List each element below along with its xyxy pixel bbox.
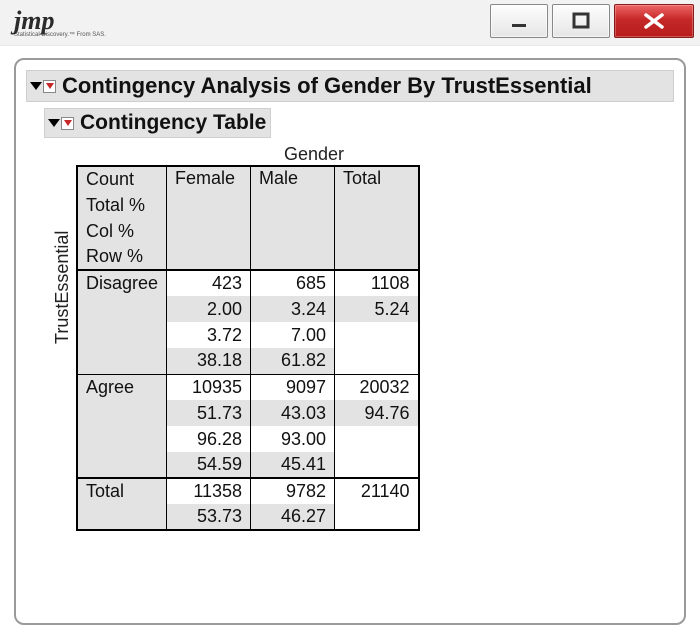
close-button[interactable]: [614, 4, 694, 38]
logo-text: jmp: [14, 6, 54, 35]
cell: 53.73: [167, 504, 251, 530]
table-row: Agree 10935 9097 20032: [77, 374, 419, 400]
table-row: 2.00 3.24 5.24: [77, 296, 419, 322]
cell: 9782: [251, 478, 335, 504]
cell: 45.41: [251, 452, 335, 478]
cell: 685: [251, 270, 335, 296]
cell: 3.72: [167, 322, 251, 348]
minimize-button[interactable]: [490, 4, 548, 38]
subsection-title: Contingency Table: [80, 111, 266, 135]
row-label: Agree: [77, 374, 167, 400]
row-label: Total: [77, 478, 167, 504]
stat-label: Row %: [77, 244, 167, 270]
cell: [335, 322, 419, 348]
app-window: jmp Statistical Discovery.™ From SAS. Co…: [0, 0, 700, 639]
table-row: 3.72 7.00: [77, 322, 419, 348]
col-header: Female: [167, 166, 251, 270]
cell: 20032: [335, 374, 419, 400]
cell: [335, 452, 419, 478]
row-label: Disagree: [77, 270, 167, 296]
client-area: Contingency Analysis of Gender By TrustE…: [14, 58, 686, 625]
close-icon: [641, 12, 667, 30]
row-variable-label: TrustEssential: [52, 231, 73, 344]
cell: 46.27: [251, 504, 335, 530]
hotspot-icon[interactable]: [43, 80, 56, 93]
stat-label: Col %: [77, 218, 167, 244]
table-row: 53.73 46.27: [77, 504, 419, 530]
cell: 94.76: [335, 400, 419, 426]
table-row: Disagree 423 685 1108: [77, 270, 419, 296]
minimize-icon: [510, 12, 528, 30]
cell: [335, 426, 419, 452]
table-row: Total 11358 9782 21140: [77, 478, 419, 504]
section-header[interactable]: Contingency Analysis of Gender By TrustE…: [26, 70, 674, 102]
cell: 11358: [167, 478, 251, 504]
contingency-table: Count Female Male Total Total % Col % Ro…: [76, 165, 420, 531]
cell: [335, 504, 419, 530]
cell: 93.00: [251, 426, 335, 452]
cell: [335, 348, 419, 374]
cell: 2.00: [167, 296, 251, 322]
cell: 423: [167, 270, 251, 296]
stat-label: Count: [77, 166, 167, 192]
col-header: Male: [251, 166, 335, 270]
cell: 61.82: [251, 348, 335, 374]
col-header: Total: [335, 166, 419, 270]
table-row: 51.73 43.03 94.76: [77, 400, 419, 426]
disclosure-triangle-icon[interactable]: [30, 82, 42, 90]
hotspot-icon[interactable]: [61, 117, 74, 130]
subsection: Contingency Table TrustEssential Gender …: [44, 108, 674, 531]
table-row: 96.28 93.00: [77, 426, 419, 452]
contingency-table-region: TrustEssential Gender Count Female Male …: [76, 144, 674, 531]
table-row: 38.18 61.82: [77, 348, 419, 374]
cell: 7.00: [251, 322, 335, 348]
cell: 5.24: [335, 296, 419, 322]
window-controls: [490, 0, 700, 45]
stat-label: Total %: [77, 192, 167, 218]
cell: 10935: [167, 374, 251, 400]
cell: 54.59: [167, 452, 251, 478]
cell: 21140: [335, 478, 419, 504]
titlebar: jmp Statistical Discovery.™ From SAS.: [0, 0, 700, 46]
maximize-icon: [572, 12, 590, 30]
app-logo: jmp Statistical Discovery.™ From SAS.: [14, 8, 106, 38]
cell: 38.18: [167, 348, 251, 374]
cell: 9097: [251, 374, 335, 400]
cell: 96.28: [167, 426, 251, 452]
cell: 3.24: [251, 296, 335, 322]
maximize-button[interactable]: [552, 4, 610, 38]
col-variable-label: Gender: [164, 144, 464, 165]
section-title: Contingency Analysis of Gender By TrustE…: [62, 73, 592, 99]
cell: 1108: [335, 270, 419, 296]
cell: 51.73: [167, 400, 251, 426]
subsection-header[interactable]: Contingency Table: [44, 108, 271, 138]
cell: 43.03: [251, 400, 335, 426]
table-row: 54.59 45.41: [77, 452, 419, 478]
disclosure-triangle-icon[interactable]: [48, 119, 60, 127]
